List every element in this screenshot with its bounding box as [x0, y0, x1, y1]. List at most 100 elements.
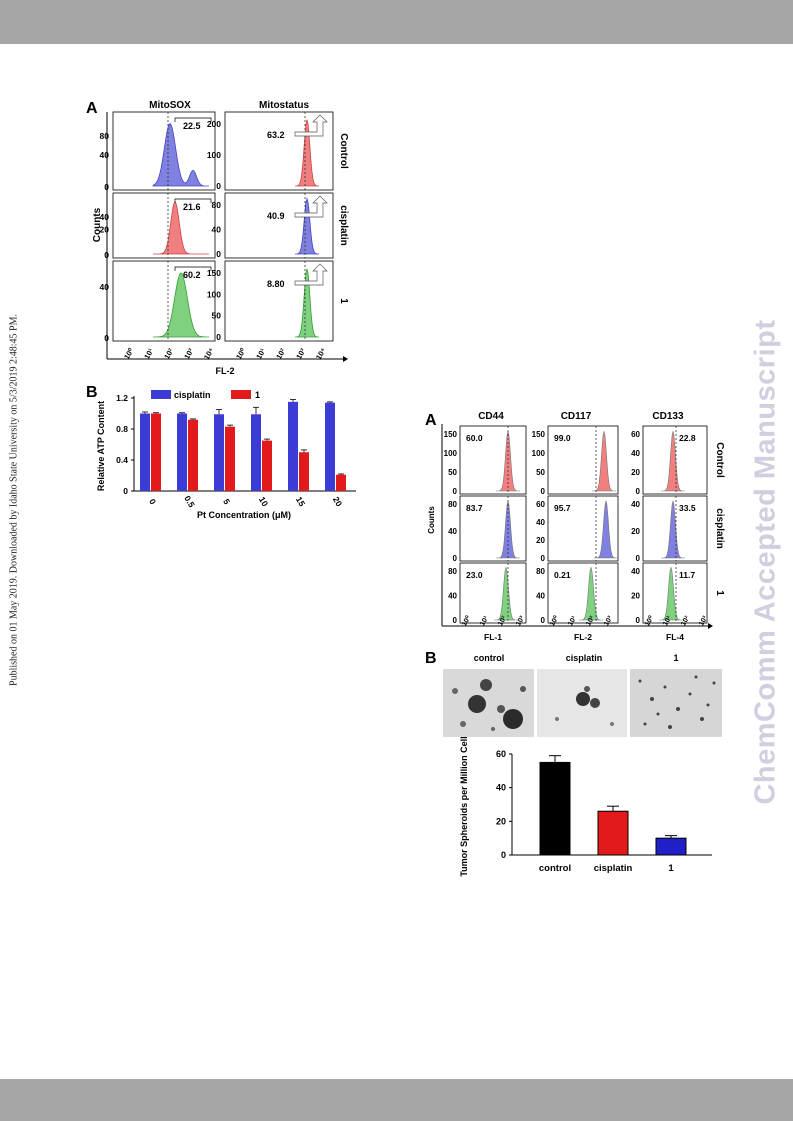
fig1-a-plot-frame — [112, 111, 216, 191]
fig2-a-title-cd133: CD133 — [652, 411, 684, 422]
fig1-a-title-mitosox: MitoSOX — [149, 100, 191, 111]
fig1-b-xtick-label: 0 — [147, 497, 158, 506]
fig2-a-value: 33.5 — [679, 503, 696, 513]
fig2-a-ytick: 40 — [448, 592, 457, 601]
fig2-a-ytick: 150 — [532, 430, 546, 439]
fig1-a-mitostatus-value: 8.80 — [267, 279, 285, 289]
fig2-a-title-cd117: CD117 — [561, 411, 592, 422]
spheroid-image-control — [443, 669, 534, 737]
fig1-a-ytick: 80 — [212, 200, 222, 210]
fig2-a-x-axis-title: FL-1 — [484, 632, 502, 642]
header-bar — [0, 0, 793, 44]
fig2-a-histogram — [659, 567, 683, 621]
fig2-a-histogram — [494, 567, 518, 621]
fig2-a-ytick: 0 — [541, 616, 546, 625]
fig1-a-title-mitostatus: Mitostatus — [259, 100, 309, 111]
fig1-a-histogram — [295, 119, 319, 187]
fig2-b-ytick-label: 0 — [501, 850, 506, 860]
fig2-a-xtick: 10³ — [515, 615, 526, 628]
fig2-a-histogram — [661, 431, 685, 492]
fig1-b-bar — [299, 452, 309, 491]
fig2-a-ytick: 50 — [448, 468, 457, 477]
fig1-a-plot-frame — [224, 260, 334, 342]
fig1-a-gate-bracket — [174, 198, 212, 203]
svg-text:Tumor Spheroids per Million Ce: Tumor Spheroids per Million Cells — [459, 731, 469, 876]
svg-text:Counts: Counts — [427, 506, 436, 534]
fig2-a-plot-frame — [547, 562, 619, 624]
fig2-a-ytick: 0 — [453, 554, 458, 563]
fig1-a-ytick: 40 — [212, 225, 222, 235]
fig1-a-row-label: 1 — [338, 298, 349, 304]
fig2-a-row-label: Control — [714, 442, 725, 478]
fig2-a-xtick: 10¹ — [479, 615, 490, 628]
fig1-b-bar — [262, 440, 272, 491]
fig2-a-value: 23.0 — [466, 570, 483, 580]
fig1-b-bar — [188, 419, 198, 491]
fig2-a-ytick: 80 — [448, 500, 457, 509]
fig1-b-bar — [214, 414, 224, 491]
fig2-a-plot-frame — [642, 562, 708, 624]
fig2-a-histogram — [496, 431, 520, 492]
fig1-b-legend-label: 1 — [255, 390, 260, 400]
fig2-b-xtick-label: cisplatin — [594, 863, 633, 874]
fig2-a-ytick: 20 — [631, 468, 640, 477]
fig2-a-ytick: 40 — [631, 567, 640, 576]
fig2-a-value: 11.7 — [679, 570, 695, 580]
fig1-b-ytick-label: 0 — [123, 486, 128, 496]
fig2-a-value: 99.0 — [554, 433, 571, 443]
fig2-a-xtick: 10³ — [603, 615, 614, 628]
fig2-b-ytick-label: 60 — [496, 749, 506, 759]
fig1-a-mitostatus-value: 40.9 — [267, 211, 285, 221]
fig1-a-letter: A — [86, 100, 98, 117]
footer-bar — [0, 1079, 793, 1121]
fig1-a-gate-arrow — [294, 114, 328, 137]
fig1-a-ytick: 40 — [100, 212, 110, 222]
fig2-a-ytick: 150 — [444, 430, 458, 439]
fig1-b-bar — [288, 401, 298, 491]
fig2-a-ytick: 40 — [448, 527, 457, 536]
fig1-a-ytick: 20 — [100, 225, 110, 235]
fig1-a-ytick: 0 — [104, 250, 109, 260]
fig2-a-ytick: 20 — [536, 536, 545, 545]
fig2-a-value: 95.7 — [554, 503, 571, 513]
fig1-a-ytick: 100 — [207, 289, 221, 299]
fig2-b-bar — [597, 810, 629, 856]
spheroid-image-cisplatin — [537, 669, 627, 737]
fig2-a-plot-frame — [459, 562, 527, 624]
fig2-a-value: 83.7 — [466, 503, 483, 513]
fig1-a-x-axis-title: FL-2 — [216, 366, 235, 376]
svg-text:Counts: Counts — [92, 207, 103, 242]
fig1-a-plot-frame — [112, 192, 216, 259]
fig1-b-legend-label: cisplatin — [174, 390, 211, 400]
fig1-a-ytick: 150 — [207, 268, 221, 278]
fig2-b-xtick-label: 1 — [668, 863, 674, 874]
fig1-a-ytick: 0 — [216, 181, 221, 191]
fig2-a-ytick: 40 — [536, 592, 545, 601]
fig2-a-ytick: 0 — [636, 616, 641, 625]
fig2-a-ytick: 0 — [636, 487, 641, 496]
fig1-a-gate-bracket — [174, 117, 212, 122]
fig2-a-y-axis-title: Counts — [427, 506, 436, 534]
fig1-a-ytick: 0 — [216, 249, 221, 259]
fig2-a-plot-frame — [642, 495, 708, 562]
fig2-b-label-control: control — [474, 653, 505, 663]
fig1-a-plot-frame — [112, 260, 216, 342]
fig2-a-xtick: 10² — [680, 615, 691, 628]
fig2-b-bar — [539, 761, 571, 856]
fig1-b-xtick-label: 5 — [221, 497, 232, 506]
fig1-a-histogram — [153, 201, 209, 255]
fig2-a-xtick: 10¹ — [662, 615, 673, 628]
fig1-a-gate-arrow — [294, 263, 328, 286]
fig1-b-ytick-label: 0.8 — [116, 424, 128, 434]
fig1-a-histogram — [152, 123, 209, 187]
fig1-b-xlabel: Pt Concentration (μM) — [197, 510, 291, 520]
fig1-b-letter: B — [86, 384, 98, 401]
fig2-a-x-axis-title: FL-2 — [574, 632, 592, 642]
fig2-a-ytick: 20 — [631, 592, 640, 601]
fig1-a-row-label: Control — [338, 133, 349, 169]
fig2-a-title-cd44: CD44 — [478, 411, 504, 422]
fig1-a-ytick: 0 — [216, 332, 221, 342]
fig2-a-letter: A — [425, 412, 437, 429]
fig1-a-mitosox-value: 60.2 — [183, 270, 201, 280]
